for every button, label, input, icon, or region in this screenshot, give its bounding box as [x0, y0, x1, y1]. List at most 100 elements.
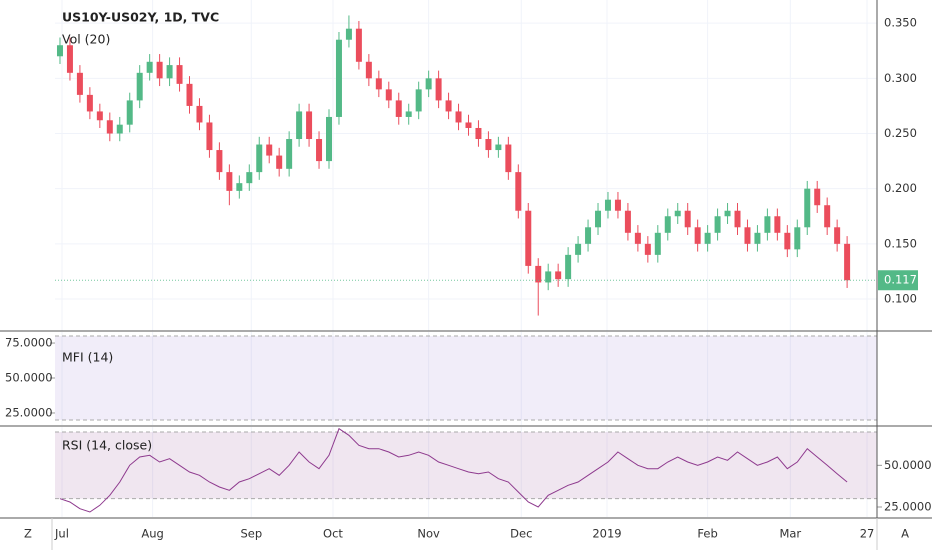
candle-body	[545, 271, 552, 283]
candle-body	[286, 139, 293, 169]
x-tick-label: Aug	[141, 527, 163, 541]
x-tick-label: Feb	[697, 527, 717, 541]
candle-body	[76, 72, 83, 95]
y-tick-label: 75.0000	[5, 336, 53, 350]
x-tick-label: Oct	[323, 527, 343, 541]
candle-body	[296, 111, 303, 140]
indicator-title: RSI (14, close)	[62, 438, 152, 453]
candle-body	[326, 116, 332, 162]
candle-body	[495, 144, 502, 151]
candle-body	[674, 210, 681, 217]
candle-body	[844, 243, 851, 281]
candle-body	[106, 120, 113, 134]
candle-body	[644, 243, 651, 255]
candle-body	[724, 210, 731, 217]
candle-body	[216, 150, 223, 173]
candle-body	[774, 216, 781, 233]
candle-body	[604, 199, 611, 211]
candle-body	[455, 111, 462, 123]
button[interactable]: A	[901, 527, 909, 541]
candle-body	[176, 65, 183, 84]
candle-body	[276, 155, 283, 169]
indicator-band	[55, 432, 877, 499]
candle-body	[754, 232, 761, 244]
candle-body	[824, 205, 831, 228]
candle-body	[345, 28, 352, 40]
y-tick-label: 0.350	[884, 16, 917, 30]
candle-body	[784, 232, 791, 250]
candle-body	[585, 227, 592, 244]
x-tick-label: Mar	[779, 527, 801, 541]
candle-body	[236, 183, 243, 191]
candle-body	[316, 139, 323, 162]
candle-body	[415, 89, 422, 112]
y-tick-label: 25.0000	[5, 405, 53, 419]
indicator-band	[55, 336, 877, 420]
candle-body	[794, 227, 801, 250]
candle-body	[395, 100, 402, 117]
candle-body	[475, 127, 482, 140]
candle-body	[555, 271, 562, 280]
candle-body	[355, 28, 362, 62]
candle-body	[335, 39, 342, 117]
candle-body	[136, 72, 143, 101]
candle-body	[515, 172, 522, 211]
candle-body	[365, 61, 372, 79]
x-tick-label: Nov	[417, 527, 440, 541]
candle-body	[96, 111, 103, 121]
candle-body	[445, 100, 452, 112]
y-tick-label: 50.0000	[884, 458, 932, 472]
candle-body	[525, 210, 532, 266]
candle-body	[535, 265, 542, 283]
candle-body	[156, 61, 163, 79]
candle-body	[704, 232, 711, 244]
candle-body	[744, 227, 751, 244]
last-price-label: 0.117	[884, 273, 917, 287]
candle-body	[405, 111, 412, 117]
candle-body	[206, 122, 213, 151]
candle-body	[834, 227, 841, 244]
candle-body	[764, 216, 771, 233]
x-tick-label: 2019	[592, 527, 621, 541]
candle-body	[684, 210, 691, 228]
indicator-title: MFI (14)	[62, 350, 113, 365]
candle-body	[664, 216, 671, 233]
last-price-box	[878, 270, 918, 291]
candle-body	[804, 188, 811, 228]
candle-body	[166, 65, 173, 79]
candle-body	[126, 100, 133, 125]
candle-body	[266, 144, 273, 156]
candle-body	[485, 139, 492, 151]
y-tick-label: 0.200	[884, 181, 917, 195]
candle-body	[86, 94, 93, 112]
candle-body	[624, 210, 631, 233]
candle-body	[565, 254, 572, 280]
candle-body	[505, 144, 512, 173]
chart-subtitle: Vol (20)	[62, 32, 110, 47]
x-tick-label: Jul	[54, 527, 69, 541]
button[interactable]: Z	[24, 527, 32, 541]
chart-title: US10Y-US02Y, 1D, TVC	[62, 10, 219, 25]
candle-body	[465, 122, 472, 128]
candle-body	[734, 210, 741, 228]
y-tick-label: 0.100	[884, 292, 917, 306]
candle-body	[66, 45, 73, 73]
candle-body	[634, 232, 641, 244]
x-tick-label: 27	[860, 527, 875, 541]
candle-body	[246, 172, 253, 184]
candle-body	[814, 188, 821, 206]
candle-body	[116, 124, 123, 134]
candle-body	[654, 232, 661, 255]
candle-body	[256, 144, 263, 173]
x-tick-label: Dec	[510, 527, 532, 541]
y-tick-label: 25.0000	[884, 500, 932, 514]
candle-body	[56, 45, 63, 57]
y-tick-label: 0.300	[884, 71, 917, 85]
candle-body	[385, 89, 392, 101]
y-tick-label: 0.150	[884, 236, 917, 250]
candle-body	[375, 78, 382, 90]
y-tick-label: 0.250	[884, 126, 917, 140]
rsi-line	[59, 427, 848, 513]
